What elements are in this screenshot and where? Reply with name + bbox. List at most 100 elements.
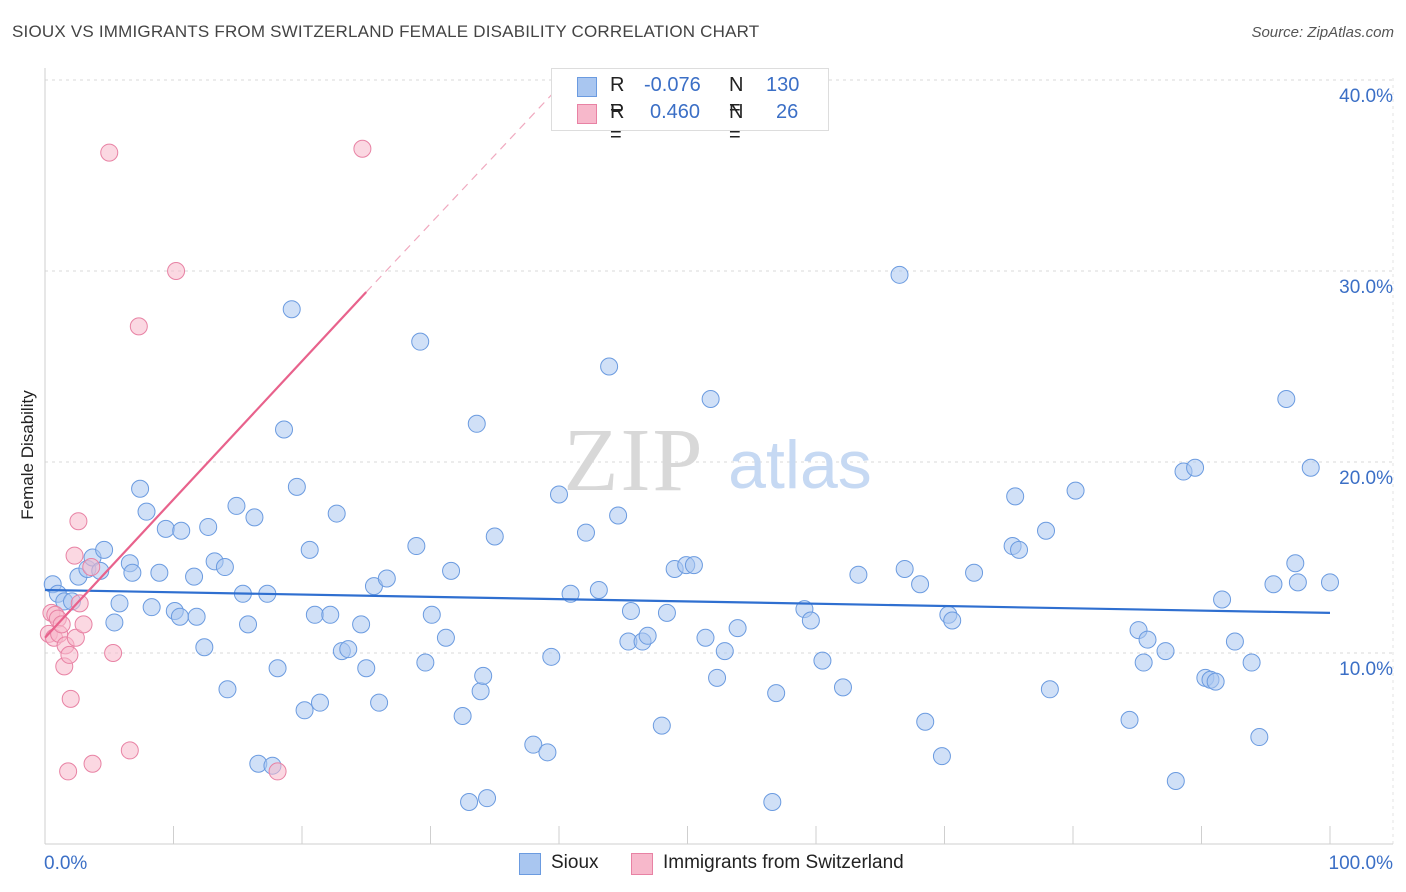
sioux-point [227, 496, 246, 515]
sioux-point [377, 569, 396, 588]
sioux-point [478, 789, 497, 808]
sioux-point [282, 300, 301, 319]
x-tick-label-min: 0.0% [44, 853, 87, 874]
sioux-point [1277, 389, 1296, 408]
sioux-point [767, 684, 786, 703]
sioux-point [1066, 481, 1085, 500]
sioux-point [1286, 554, 1305, 573]
sioux-point [474, 666, 493, 685]
sioux-point [657, 603, 676, 622]
switzerland-point [100, 143, 119, 162]
sioux-point [890, 265, 909, 284]
chart-title: SIOUX VS IMMIGRANTS FROM SWITZERLAND FEM… [12, 22, 760, 41]
sioux-point [442, 561, 461, 580]
n-label: N = [729, 74, 744, 119]
stats-swatch-sioux [577, 77, 597, 97]
sioux-point [460, 792, 479, 811]
sioux-point [275, 420, 294, 439]
sioux-point [131, 479, 150, 498]
switzerland-point [60, 645, 79, 664]
sioux-point [150, 563, 169, 582]
sioux-point [305, 605, 324, 624]
switzerland-point [129, 317, 148, 336]
n-value: 130 [766, 74, 800, 96]
switzerland-point [268, 762, 287, 781]
sioux-point [1301, 458, 1320, 477]
sioux-point [1120, 710, 1139, 729]
sioux-point [218, 680, 237, 699]
legend-swatch-sioux [519, 853, 541, 875]
stats-swatch-switzerland [577, 104, 597, 124]
sioux-point [321, 605, 340, 624]
sioux-point [1264, 575, 1283, 594]
data-points [39, 139, 1339, 811]
sioux-point [728, 619, 747, 638]
switzerland-point [61, 689, 80, 708]
r-value: 0.460 [650, 101, 701, 123]
sioux-point [600, 357, 619, 376]
sioux-point [524, 735, 543, 754]
switzerland-point [70, 594, 89, 613]
r-label: R = [610, 101, 625, 146]
sioux-point [453, 707, 472, 726]
switzerland-point [69, 512, 88, 531]
switzerland-point [66, 628, 85, 647]
switzerland-point [59, 762, 78, 781]
sioux-point [471, 682, 490, 701]
sioux-point [1225, 632, 1244, 651]
sioux-point [245, 508, 264, 527]
sioux-point [684, 556, 703, 575]
switzerland-point [83, 754, 102, 773]
watermark-zip: ZIP [564, 411, 705, 510]
sioux-point [339, 640, 358, 659]
sioux-point [708, 668, 727, 687]
sioux-point [801, 611, 820, 630]
sioux-point [436, 628, 455, 647]
sioux-trend-line [44, 588, 1331, 614]
n-value: 26 [776, 101, 799, 123]
r-label: R = [610, 74, 625, 119]
sioux-point [310, 693, 329, 712]
sioux-point [849, 565, 868, 584]
sioux-point [696, 628, 715, 647]
sioux-point [1166, 771, 1185, 790]
sioux-point [187, 607, 206, 626]
sioux-point [763, 792, 782, 811]
switzerland-point [52, 615, 71, 634]
sioux-point [1010, 540, 1029, 559]
sioux-point [609, 506, 628, 525]
sioux-point [170, 607, 189, 626]
sioux-point [156, 519, 175, 538]
sioux-point [538, 743, 557, 762]
sioux-point [943, 611, 962, 630]
switzerland-trend-line [44, 291, 368, 639]
sioux-point [589, 580, 608, 599]
stats-legend-box: R = -0.076 N = 130 R = 0.460 N = 26 [551, 68, 829, 146]
sioux-point [185, 567, 204, 586]
sioux-point [638, 626, 657, 645]
y-tick-label: 20.0% [1339, 468, 1393, 489]
switzerland-point [120, 741, 139, 760]
sioux-point [195, 638, 214, 657]
legend-label-switzerland: Immigrants from Switzerland [663, 852, 904, 873]
sioux-point [916, 712, 935, 731]
sioux-point [715, 642, 734, 661]
sioux-point [932, 747, 951, 766]
sioux-point [965, 563, 984, 582]
sioux-point [701, 389, 720, 408]
sioux-point [1134, 653, 1153, 672]
sioux-point [1321, 573, 1339, 592]
sioux-point [105, 613, 124, 632]
sioux-point [485, 527, 504, 546]
sioux-point [357, 659, 376, 678]
sioux-point [1006, 487, 1025, 506]
sioux-point [411, 332, 430, 351]
trend-lines [44, 79, 1331, 639]
watermark-atlas: atlas [728, 427, 872, 503]
y-tick-label: 40.0% [1339, 86, 1393, 107]
sioux-point [1040, 680, 1059, 699]
sioux-point [1037, 521, 1056, 540]
sioux-point [239, 615, 258, 634]
sioux-point [561, 584, 580, 603]
